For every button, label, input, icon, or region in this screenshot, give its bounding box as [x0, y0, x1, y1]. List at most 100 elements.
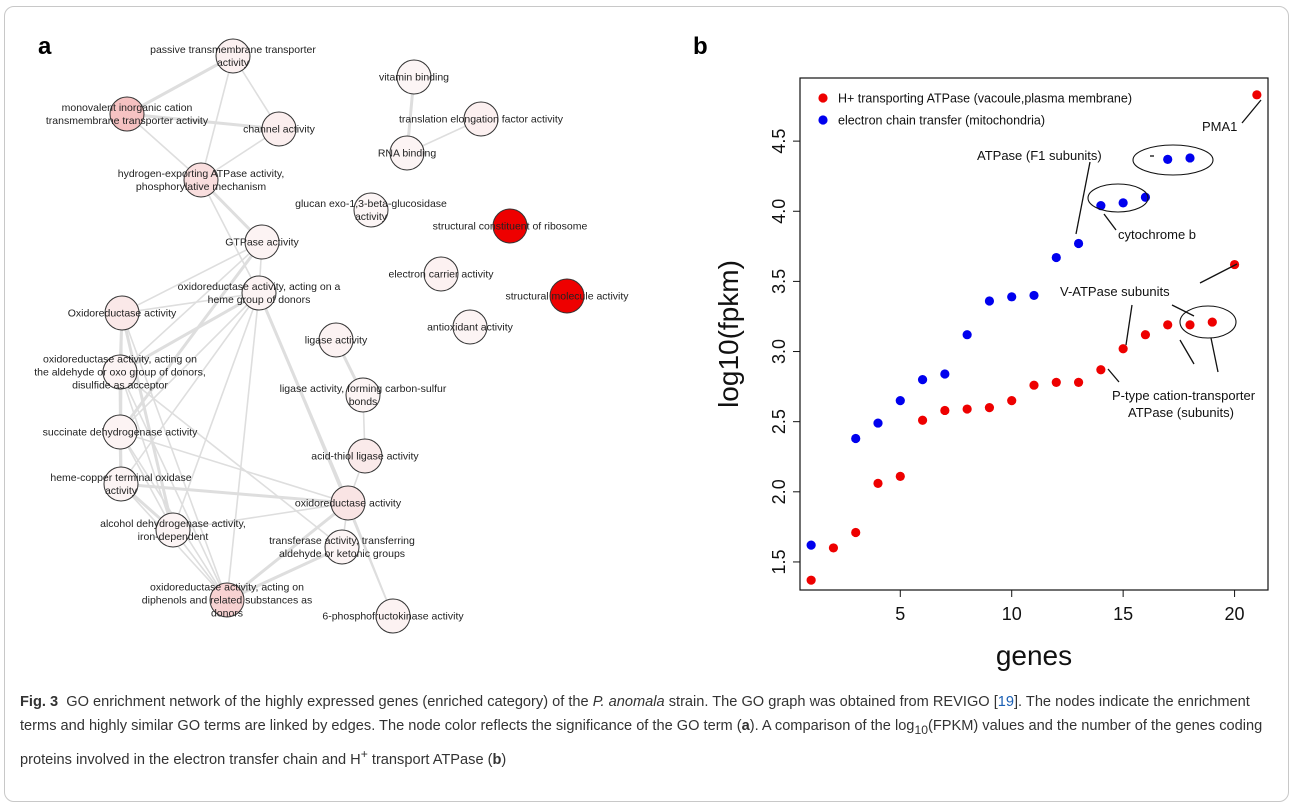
network-node: [155, 512, 191, 548]
node-label-line: aldehyde or ketonic groups: [279, 548, 405, 560]
network-edge: [258, 292, 394, 617]
annotation-p-type-1: P-type cation-transporter: [1112, 388, 1256, 403]
network-edge: [118, 241, 264, 433]
node-label-line: bonds: [349, 396, 378, 408]
node-label-line: the aldehyde or oxo group of donors,: [34, 367, 206, 379]
node-label: succinate dehydrogenase activity: [43, 427, 198, 439]
network-node: [215, 38, 251, 74]
network-edge: [200, 179, 260, 294]
data-point: [1073, 238, 1084, 249]
node-label: monovalent inorganic cation transmembrane…: [46, 102, 209, 127]
network-edge: [121, 292, 260, 314]
annotation-pma1: PMA1: [1202, 119, 1237, 134]
network-node: [261, 111, 297, 147]
legend-text: H+ transporting ATPase (vacoule,plasma m…: [838, 92, 1132, 106]
caption-part-5: (FPKM) values and the number of the gene…: [20, 718, 1263, 768]
network-node: [389, 135, 425, 171]
network-edge: [120, 482, 349, 505]
data-point: [1029, 290, 1039, 301]
node-label-line: passive transmembrane transporter: [150, 44, 316, 56]
node-label-line: channel activity: [243, 124, 316, 136]
node-label-line: alcohol dehydrogenase activity,: [100, 518, 246, 530]
data-point: [962, 404, 972, 414]
caption-fig-label: Fig. 3: [20, 694, 59, 710]
caption-part-1: GO enrichment network of the highly expr…: [66, 694, 589, 710]
node-label-line: oxidoreductase activity: [295, 498, 402, 510]
annotation-leader: [1103, 213, 1117, 231]
data-point: [851, 527, 861, 538]
annotation-leader: [1171, 304, 1195, 317]
node-label: passive transmembrane transporter activit…: [150, 44, 316, 69]
y-tick-label: 3.5: [769, 269, 789, 294]
data-point: [1096, 201, 1106, 211]
network-node: [463, 101, 499, 137]
node-label-line: monovalent inorganic cation: [62, 102, 193, 114]
node-label: oxidoreductase activity, acting on a heme…: [178, 281, 341, 306]
node-label-line: structural constituent of ribosome: [433, 221, 588, 233]
data-point: [1096, 365, 1106, 375]
caption-a: a: [741, 718, 750, 734]
node-label: glucan exo-1,3-beta-glucosidase activity: [295, 198, 447, 223]
network-node: [345, 377, 381, 413]
node-label: Oxidoreductase activity: [68, 308, 177, 320]
data-point: [917, 374, 928, 385]
node-label-line: disulfide as acceptor: [72, 380, 168, 392]
annotation-leader: [1179, 339, 1195, 365]
annotation-leader: [1075, 161, 1091, 235]
node-label-line: phosphorylative mechanism: [136, 181, 266, 193]
network-node: [549, 278, 585, 314]
network-node: [375, 598, 411, 634]
node-label-line: antioxidant activity: [427, 322, 514, 334]
annotation-leader: [1210, 337, 1219, 373]
data-point: [1140, 330, 1151, 340]
node-label-line: RNA binding: [378, 148, 437, 160]
caption-reference-link[interactable]: 19: [997, 694, 1014, 710]
network-edge: [119, 241, 263, 373]
node-label: 6-phosphofructokinase activity: [322, 611, 464, 623]
annotation-leader: [1199, 263, 1238, 284]
network-edge: [120, 292, 260, 485]
network-edge: [172, 502, 349, 531]
data-point: [1163, 154, 1173, 164]
node-label-line: structural molecule activity: [505, 291, 629, 303]
caption-part-6: transport ATPase (: [371, 751, 493, 768]
node-label-line: oxidoreductase activity, acting on: [43, 354, 197, 366]
node-label: RNA binding: [378, 148, 437, 160]
network-edge: [226, 545, 343, 602]
annotation-ellipse: [1087, 183, 1149, 213]
annotation-ellipse: [1132, 144, 1214, 176]
network-node: [423, 256, 459, 292]
network-edge: [119, 371, 343, 548]
figure-caption: Fig. 3 GO enrichment network of the high…: [20, 690, 1275, 772]
data-point: [984, 403, 995, 413]
y-tick-label: 3.0: [769, 339, 789, 364]
annotation-leader: [1241, 99, 1262, 124]
data-point: [962, 330, 972, 340]
network-edge: [121, 241, 263, 314]
data-point: [1140, 192, 1151, 202]
data-point: [1007, 396, 1017, 406]
y-tick-label: 1.5: [769, 549, 789, 574]
node-label-line: transferase activity, transferring: [269, 535, 415, 547]
node-label-line: succinate dehydrogenase activity: [43, 427, 198, 439]
data-point: [1007, 292, 1017, 302]
node-label-line: electron carrier activity: [388, 269, 494, 281]
data-point: [895, 471, 905, 481]
data-point: [1163, 320, 1173, 330]
network-node: [244, 224, 280, 260]
caption-part-2: strain. The GO graph was obtained from R…: [668, 694, 998, 710]
network-edge: [121, 312, 228, 601]
node-label-line: 6-phosphofructokinase activity: [322, 611, 464, 623]
network-node: [492, 208, 528, 244]
y-tick-label: 2.0: [769, 479, 789, 504]
caption-part-7: ): [501, 751, 507, 768]
data-point: [1051, 252, 1061, 263]
network-node: [104, 295, 140, 331]
node-label: translation elongation factor activity: [399, 114, 564, 126]
node-label: oxidoreductase activity, acting on the al…: [34, 354, 206, 392]
data-point: [1252, 90, 1262, 100]
network-node: [353, 192, 389, 228]
node-label: antioxidant activity: [427, 322, 514, 334]
node-label-line: Oxidoreductase activity: [68, 308, 177, 320]
data-point: [984, 296, 995, 306]
